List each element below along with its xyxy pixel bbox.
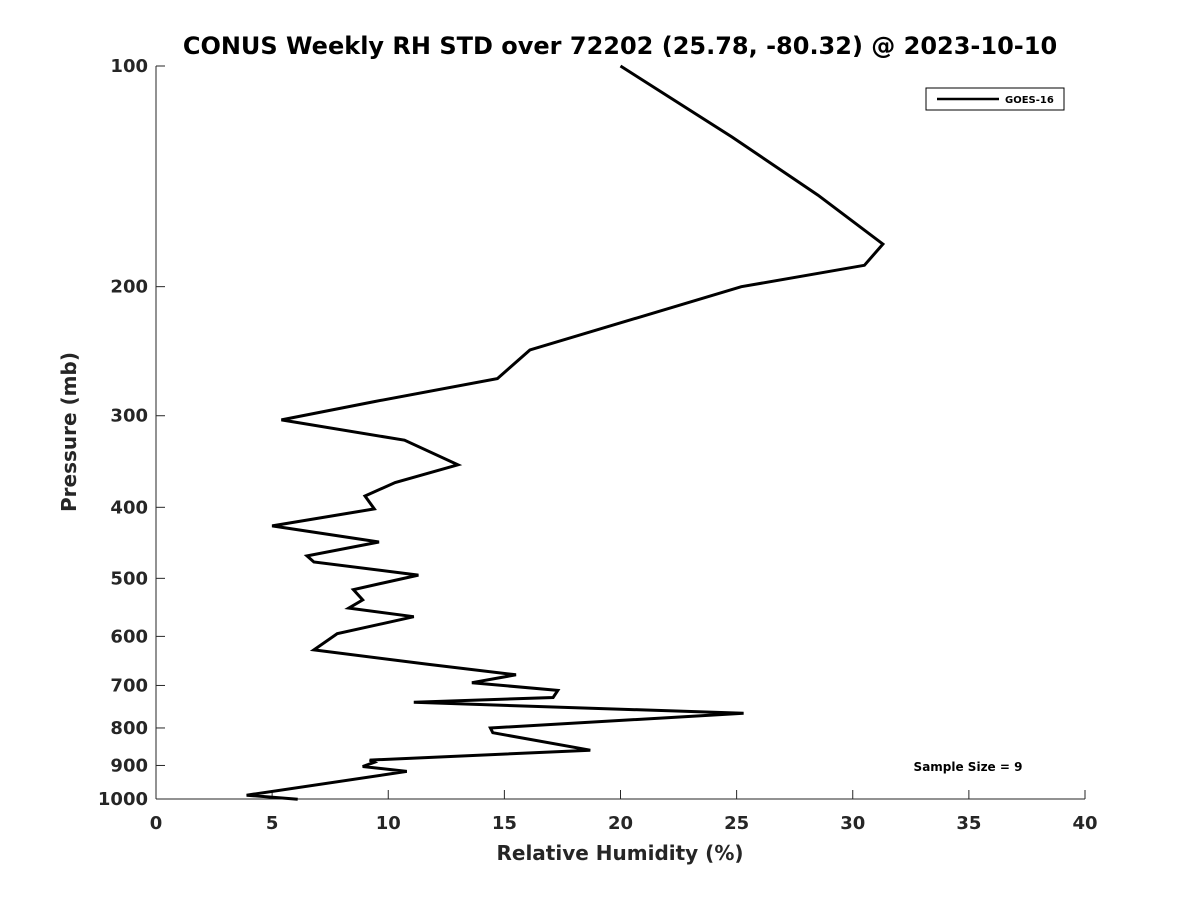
legend-entry-goes-16: GOES-16 — [1005, 95, 1054, 106]
y-tick-label: 400 — [110, 497, 148, 518]
x-tick-label: 10 — [376, 813, 401, 834]
chart-title: CONUS Weekly RH STD over 72202 (25.78, -… — [183, 32, 1057, 60]
y-tick-label: 200 — [110, 277, 148, 298]
y-axis-label: Pressure (mb) — [57, 352, 81, 512]
series-line-goes-16 — [246, 64, 886, 801]
x-tick-label: 25 — [724, 813, 749, 834]
y-tick-label: 800 — [110, 718, 148, 739]
x-tick-label: 40 — [1072, 813, 1097, 834]
y-tick-label: 300 — [110, 406, 148, 427]
x-tick-label: 0 — [150, 813, 163, 834]
y-tick-label: 900 — [110, 755, 148, 776]
plot-area: 0 5 10 15 20 25 30 35 40 100 200 300 400 500 600 700 800… — [98, 56, 1098, 834]
y-tick-label: 100 — [110, 56, 148, 77]
y-tick-label: 700 — [110, 675, 148, 696]
x-tick-label: 5 — [266, 813, 279, 834]
y-tick-label: 600 — [110, 626, 148, 647]
y-tick-label: 1000 — [98, 789, 148, 810]
x-tick-label: 15 — [492, 813, 517, 834]
x-tick-label: 20 — [608, 813, 633, 834]
sample-size-annotation: Sample Size = 9 — [914, 760, 1023, 774]
x-tick-label: 35 — [956, 813, 981, 834]
x-tick-label: 30 — [840, 813, 865, 834]
y-tick-label: 500 — [110, 568, 148, 589]
legend: GOES-16 — [925, 87, 1065, 111]
x-axis-label: Relative Humidity (%) — [496, 841, 743, 865]
